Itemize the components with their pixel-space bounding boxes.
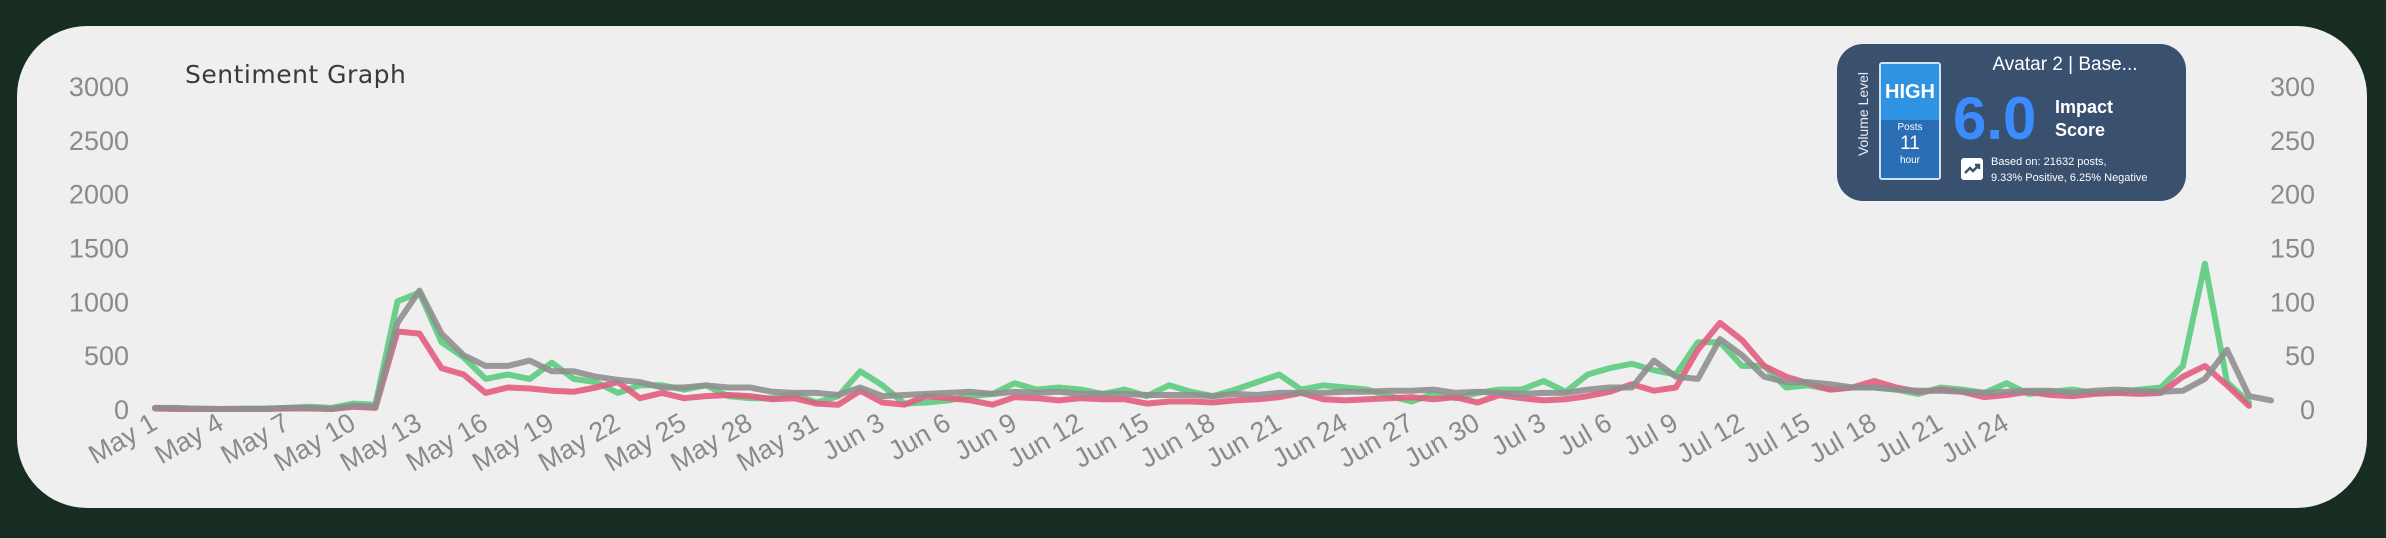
trending-up-icon: [1961, 158, 1983, 180]
x-tick-1: May 4: [149, 407, 228, 470]
impact-score-label: Impact Score: [2055, 96, 2125, 142]
series-line-2: [152, 287, 2274, 412]
based-on-posts: Based on: 21632 posts,: [1991, 156, 2107, 168]
series-group: [152, 260, 2274, 412]
x-tick-14: Jun 12: [1003, 407, 1088, 474]
posts-label: Posts: [1897, 122, 1923, 133]
impact-score-card[interactable]: Volume Level HIGH Posts 11 hour Avatar 2…: [1837, 44, 2186, 201]
y-left-tick-5: 2500: [69, 126, 129, 156]
volume-level-value: HIGH: [1881, 64, 1939, 120]
x-tick-22: Jul 6: [1552, 407, 1616, 462]
impact-score-value: 6.0: [1953, 85, 2037, 152]
chart-title: Sentiment Graph: [185, 60, 407, 89]
x-tick-17: Jun 21: [1201, 407, 1286, 474]
x-tick-25: Jul 15: [1738, 407, 1815, 469]
y-right-tick-6: 300: [2270, 72, 2315, 102]
x-tick-20: Jun 30: [1399, 407, 1484, 474]
x-tick-28: Jul 24: [1936, 407, 2013, 469]
y-left-tick-6: 3000: [69, 72, 129, 102]
sentiment-graph-card: Sentiment Graph 0 500 1000 1500 2000 2500 3000…: [17, 26, 2367, 508]
y-axis-right: 0 50 100 150 200 250 300: [2270, 72, 2315, 425]
posts-unit: hour: [1899, 155, 1920, 166]
x-tick-12: Jun 6: [883, 407, 955, 466]
y-left-tick-2: 1000: [69, 287, 129, 317]
x-tick-15: Jun 15: [1069, 407, 1154, 474]
y-right-tick-2: 100: [2270, 287, 2315, 317]
y-left-tick-1: 500: [84, 341, 129, 371]
posts-rate: Posts 11 hour: [1881, 120, 1939, 166]
y-right-tick-4: 200: [2270, 180, 2315, 210]
x-tick-16: Jun 18: [1135, 407, 1220, 474]
y-right-tick-5: 250: [2270, 126, 2315, 156]
y-right-tick-1: 50: [2285, 341, 2315, 371]
based-on-sentiment: 9.33% Positive, 6.25% Negative: [1991, 172, 2148, 184]
y-left-tick-4: 2000: [69, 180, 129, 210]
y-right-tick-3: 150: [2270, 234, 2315, 264]
y-axis-left: 0 500 1000 1500 2000 2500 3000: [69, 72, 129, 425]
volume-level-box: HIGH Posts 11 hour: [1879, 62, 1941, 180]
x-tick-18: Jun 24: [1267, 407, 1352, 474]
x-tick-23: Jul 9: [1619, 407, 1683, 462]
x-tick-24: Jul 12: [1672, 407, 1749, 469]
x-tick-27: Jul 21: [1870, 407, 1947, 469]
x-tick-19: Jun 27: [1333, 407, 1418, 474]
based-on-summary: Based on: 21632 posts, 9.33% Positive, 6…: [1991, 154, 2181, 186]
impact-label-line-1: Impact: [2055, 97, 2114, 117]
x-tick-21: Jul 3: [1486, 407, 1550, 462]
impact-title: Avatar 2 | Base...: [1992, 54, 2138, 75]
y-left-tick-0: 0: [114, 395, 129, 425]
posts-count: 11: [1900, 133, 1920, 154]
x-tick-26: Jul 18: [1804, 407, 1881, 469]
y-left-tick-3: 1500: [69, 234, 129, 264]
y-right-tick-0: 0: [2300, 395, 2315, 425]
sentiment-chart: 0 500 1000 1500 2000 2500 3000 0 50 100 150 200 250…: [69, 72, 2315, 477]
volume-level-label: Volume Level: [1855, 71, 1871, 157]
impact-label-line-2: Score: [2055, 120, 2106, 140]
x-tick-11: Jun 3: [817, 407, 889, 466]
